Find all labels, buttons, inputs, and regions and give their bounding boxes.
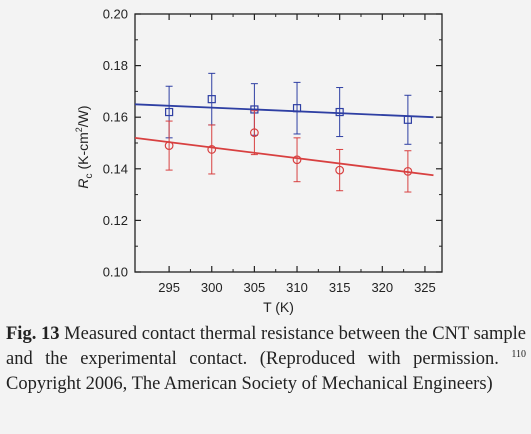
caption-text: Measured contact thermal resistance betw… bbox=[6, 324, 526, 369]
y-label-superscript: 2 bbox=[74, 127, 84, 132]
x-tick-label: 310 bbox=[286, 280, 308, 295]
y-label-symbol: R bbox=[75, 178, 91, 188]
data-point-square bbox=[207, 95, 216, 104]
y-tick-label: 0.14 bbox=[103, 161, 128, 176]
x-tick-label: 320 bbox=[371, 280, 393, 295]
x-tick-label: 295 bbox=[158, 280, 180, 295]
fit-line bbox=[134, 136, 434, 177]
y-tick-label: 0.16 bbox=[103, 110, 128, 125]
figure-number: Fig. 13 bbox=[6, 324, 60, 344]
fit-line bbox=[134, 103, 434, 119]
y-tick-label: 0.20 bbox=[103, 7, 128, 22]
y-tick-label: 0.18 bbox=[103, 58, 128, 73]
data-point-square bbox=[403, 115, 412, 124]
data-point-circle bbox=[249, 128, 259, 138]
x-tick-label: 305 bbox=[244, 280, 266, 295]
data-point-circle bbox=[164, 141, 174, 150]
y-tick-label: 0.12 bbox=[103, 213, 128, 228]
y-axis-label: Rc (K-cm2/W) bbox=[74, 105, 95, 188]
data-point-circle bbox=[292, 155, 302, 165]
reference-number: 110 bbox=[511, 349, 527, 360]
chart: 295 300 305 310 315 320 325 0.10 0.12 0.14 0.16 0.1… bbox=[74, 7, 443, 315]
data-point-circle bbox=[403, 166, 413, 176]
y-label-unit-tail: /W) bbox=[75, 105, 91, 127]
data-point-square bbox=[335, 107, 344, 117]
x-axis-label: T (K) bbox=[263, 299, 294, 315]
data-point-circle bbox=[335, 165, 345, 175]
x-tick-label: 315 bbox=[329, 280, 351, 295]
x-tick-label: 300 bbox=[201, 280, 223, 295]
data-point-circle bbox=[207, 145, 217, 154]
figure-caption: Fig. 13 Measured contact thermal resista… bbox=[6, 322, 526, 397]
chart-svg: 295 300 305 310 315 320 325 0.10 0.12 0.14 0.16 0.1… bbox=[74, 7, 443, 315]
data-point-square bbox=[165, 107, 174, 117]
y-label-subscript: c bbox=[84, 173, 95, 178]
y-tick-label: 0.10 bbox=[103, 265, 128, 280]
caption-text-end: Copyright 2006, The American Society of … bbox=[6, 374, 493, 394]
data-point-square bbox=[292, 104, 302, 113]
y-label-unit: (K-cm bbox=[75, 132, 91, 173]
x-tick-label: 325 bbox=[414, 280, 436, 295]
